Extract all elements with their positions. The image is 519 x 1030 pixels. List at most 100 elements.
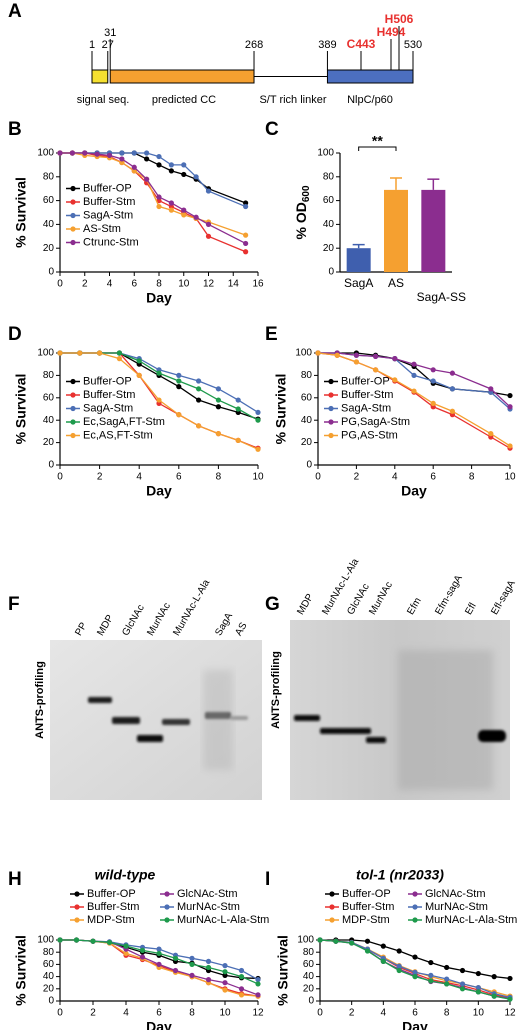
data-point xyxy=(57,350,63,356)
data-point xyxy=(156,950,162,957)
data-point xyxy=(411,372,417,378)
legend-label: Buffer-OP xyxy=(83,182,132,194)
bar xyxy=(346,248,371,272)
data-point xyxy=(430,400,436,406)
data-point xyxy=(222,987,228,993)
data-point xyxy=(238,967,245,974)
x-axis-label: Day xyxy=(402,1019,428,1030)
legend-marker xyxy=(70,199,76,205)
legend-marker xyxy=(70,378,76,385)
panel-title: wild-type xyxy=(95,867,156,883)
x-tick-label: 4 xyxy=(123,1008,129,1019)
data-point xyxy=(315,350,321,356)
data-point xyxy=(235,397,241,403)
legend-label: Buffer-OP xyxy=(87,888,136,900)
data-point xyxy=(193,214,199,220)
data-point xyxy=(144,150,150,156)
data-point xyxy=(156,946,162,952)
band xyxy=(366,737,386,743)
x-tick-label: 8 xyxy=(444,1008,450,1019)
data-point xyxy=(205,233,212,239)
data-point xyxy=(181,212,187,218)
x-tick-label: SagA xyxy=(344,276,373,290)
legend-marker xyxy=(70,212,76,219)
x-tick-label: 2 xyxy=(354,472,360,483)
data-point xyxy=(205,188,212,194)
data-point xyxy=(136,372,142,378)
x-tick-label: 8 xyxy=(156,279,162,290)
y-axis-label: % OD600 xyxy=(293,185,312,239)
panel-letter: E xyxy=(265,324,278,345)
data-point xyxy=(176,384,182,390)
position-label: 31 xyxy=(104,27,116,39)
data-point xyxy=(77,350,83,356)
band xyxy=(88,697,112,703)
data-point xyxy=(392,356,398,362)
y-tick-label: 40 xyxy=(303,971,315,982)
legend-label: Buffer-Stm xyxy=(341,389,393,401)
series-line xyxy=(317,352,511,447)
y-tick-label: 80 xyxy=(301,370,313,381)
series-line xyxy=(319,939,511,998)
data-point xyxy=(116,356,122,362)
domain-cc xyxy=(109,69,255,84)
lane-label: GlcNAc xyxy=(120,603,146,638)
data-point xyxy=(205,964,212,971)
data-point xyxy=(238,986,245,992)
data-point xyxy=(334,352,340,358)
y-tick-label: 40 xyxy=(301,415,313,426)
legend-label: Buffer-OP xyxy=(341,375,390,387)
x-tick-label: SagA-SS xyxy=(417,290,466,304)
legend-label: MurNAc-Stm xyxy=(177,901,240,913)
data-point xyxy=(428,978,434,984)
legend-label: SagA-Stm xyxy=(83,209,133,221)
y-tick-label: 0 xyxy=(306,460,312,471)
legend-marker xyxy=(329,891,335,897)
significance-label: ** xyxy=(372,133,383,149)
data-point xyxy=(156,397,162,403)
y-tick-label: 60 xyxy=(303,959,315,970)
y-axis-label: % Survival xyxy=(273,374,289,445)
legend-marker xyxy=(164,891,170,897)
data-point xyxy=(215,404,221,410)
data-point xyxy=(69,150,75,156)
lane-label: MurNAc xyxy=(367,580,395,617)
data-point xyxy=(144,176,150,182)
data-point xyxy=(205,977,212,983)
data-point xyxy=(235,437,241,443)
data-point xyxy=(459,981,466,987)
legend-marker xyxy=(164,917,170,923)
data-point xyxy=(82,150,88,156)
y-tick-label: 0 xyxy=(308,996,314,1007)
data-point xyxy=(475,984,481,991)
legend-label: MurNAc-L-Ala-Stm xyxy=(425,914,517,926)
y-axis-label: % Survival xyxy=(13,374,29,445)
data-point xyxy=(459,967,466,974)
y-tick-label: 100 xyxy=(317,148,334,159)
data-point xyxy=(364,948,371,954)
y-axis-label-main: % OD xyxy=(293,202,309,239)
data-point xyxy=(475,970,481,977)
significance-bracket xyxy=(358,146,397,151)
data-point xyxy=(491,974,497,980)
panel-letter: C xyxy=(265,119,279,140)
data-point xyxy=(353,359,359,365)
data-point xyxy=(222,963,228,969)
x-tick-label: 0 xyxy=(317,1008,323,1019)
lane-label: MDP xyxy=(295,592,316,617)
legend-label: MurNAc-Stm xyxy=(425,901,488,913)
legend-marker xyxy=(70,226,76,232)
data-point xyxy=(168,200,174,206)
data-point xyxy=(176,378,182,384)
data-point xyxy=(131,150,137,156)
y-tick-label: 20 xyxy=(43,437,55,448)
legend-label: GlcNAc-Stm xyxy=(177,888,238,900)
y-tick-label: 80 xyxy=(43,370,55,381)
x-tick-label: 6 xyxy=(430,472,436,483)
data-point xyxy=(411,361,417,367)
x-tick-label: 0 xyxy=(315,472,321,483)
x-tick-label: 2 xyxy=(349,1008,355,1019)
x-tick-label: 4 xyxy=(381,1008,387,1019)
series-line xyxy=(318,352,511,408)
panel-letter: B xyxy=(8,119,22,140)
